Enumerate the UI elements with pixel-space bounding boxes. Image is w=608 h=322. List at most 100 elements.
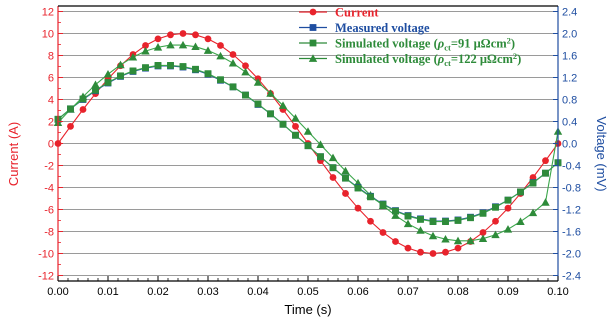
data-point xyxy=(454,217,462,224)
data-point xyxy=(217,76,224,84)
y-right-tick-label: -0.4 xyxy=(562,161,581,173)
data-point xyxy=(342,190,349,197)
data-point xyxy=(504,196,512,204)
data-point xyxy=(278,101,288,109)
data-point xyxy=(204,70,212,78)
data-point xyxy=(142,42,149,49)
data-point xyxy=(329,164,337,172)
data-point xyxy=(478,234,488,243)
data-point xyxy=(492,217,499,225)
data-point xyxy=(67,122,74,130)
ticks-layer: 12 10 8 6 4 2 0 -2 -4 -6 -8 -10 -12 2.4 2.0 1.6 1.2 0.8 0.… xyxy=(38,7,581,299)
data-point xyxy=(354,204,362,212)
data-point xyxy=(404,244,412,252)
data-point xyxy=(179,63,187,70)
y-right-tick-label: 1.6 xyxy=(562,51,577,63)
data-point xyxy=(492,203,499,211)
data-point xyxy=(178,40,188,49)
data-point xyxy=(403,219,413,228)
data-point xyxy=(291,114,300,122)
series-3 xyxy=(54,62,562,225)
y-axis-left-title: Current (A) xyxy=(6,122,21,186)
x-tick-label: 0.04 xyxy=(247,286,268,298)
data-point xyxy=(529,179,537,187)
data-point xyxy=(129,67,137,75)
data-point xyxy=(103,70,113,78)
y-left-tick-label: -2 xyxy=(44,161,54,173)
data-point xyxy=(316,140,325,148)
x-tick-label: 0.09 xyxy=(497,286,518,298)
data-point xyxy=(167,31,174,39)
data-point xyxy=(154,35,162,43)
data-point xyxy=(179,30,187,37)
data-point xyxy=(91,80,100,89)
x-tick-label: 0.00 xyxy=(47,286,68,298)
data-point xyxy=(442,218,449,225)
y-left-tick-label: 10 xyxy=(42,29,54,41)
data-point xyxy=(504,204,512,212)
data-point xyxy=(479,229,487,236)
data-point xyxy=(229,83,237,91)
legend-item: Measured voltage xyxy=(299,21,430,35)
y-right-tick-label: 0.4 xyxy=(562,117,577,129)
data-point xyxy=(442,248,449,256)
data-point xyxy=(466,236,475,245)
data-point xyxy=(453,236,463,245)
data-point xyxy=(328,153,338,162)
x-tick-label: 0.08 xyxy=(447,286,468,298)
data-point xyxy=(329,174,337,181)
data-point xyxy=(79,106,87,113)
data-point xyxy=(392,207,399,215)
x-tick-label: 0.05 xyxy=(297,286,318,298)
y-right-tick-label: -0.8 xyxy=(562,183,581,195)
y-right-tick-label: 1.2 xyxy=(562,73,577,85)
data-point xyxy=(116,60,125,69)
data-point xyxy=(267,110,274,118)
x-tick-label: 0.02 xyxy=(147,286,168,298)
y-left-tick-label: -6 xyxy=(44,205,54,217)
x-tick-label: 0.01 xyxy=(97,286,118,298)
data-point xyxy=(417,216,424,223)
data-point xyxy=(528,208,538,217)
legend-marker xyxy=(309,8,317,16)
data-point xyxy=(191,42,200,51)
y-left-tick-label: -4 xyxy=(44,183,54,195)
data-point xyxy=(491,230,500,239)
data-point xyxy=(541,198,550,206)
y-right-tick-label: 0.8 xyxy=(562,95,577,107)
data-point xyxy=(542,157,549,165)
data-point xyxy=(304,142,312,150)
legend-marker xyxy=(309,39,317,47)
series-layer xyxy=(53,30,563,257)
y-right-tick-label: 0.0 xyxy=(562,139,577,151)
legend-label: Current xyxy=(335,6,379,20)
data-point xyxy=(367,193,374,201)
data-point xyxy=(292,131,299,139)
data-point xyxy=(416,226,425,234)
data-point xyxy=(303,127,313,135)
data-point xyxy=(142,64,149,71)
y-left-tick-label: -12 xyxy=(38,271,54,283)
legend-label: Simulated voltage (ρct=91 μΩcm2) xyxy=(335,36,515,53)
y-right-tick-label: -2.0 xyxy=(562,249,581,261)
y-left-tick-label: 0 xyxy=(48,139,54,151)
legend-item: Simulated voltage (ρct=122 μΩcm2) xyxy=(299,51,521,68)
data-point xyxy=(167,62,174,69)
data-point xyxy=(92,86,99,94)
data-point xyxy=(228,59,238,67)
data-point xyxy=(104,79,112,86)
data-point xyxy=(229,51,237,58)
data-point xyxy=(217,42,224,49)
y-left-tick-label: 6 xyxy=(48,73,54,85)
y-right-tick-label: 2.4 xyxy=(562,7,577,19)
data-point xyxy=(141,46,150,55)
y-left-tick-label: 8 xyxy=(48,51,54,63)
x-axis-title: Time (s) xyxy=(284,302,331,317)
legend-marker xyxy=(309,24,317,31)
data-point xyxy=(192,31,199,39)
data-point xyxy=(317,153,324,161)
data-point xyxy=(166,40,175,49)
